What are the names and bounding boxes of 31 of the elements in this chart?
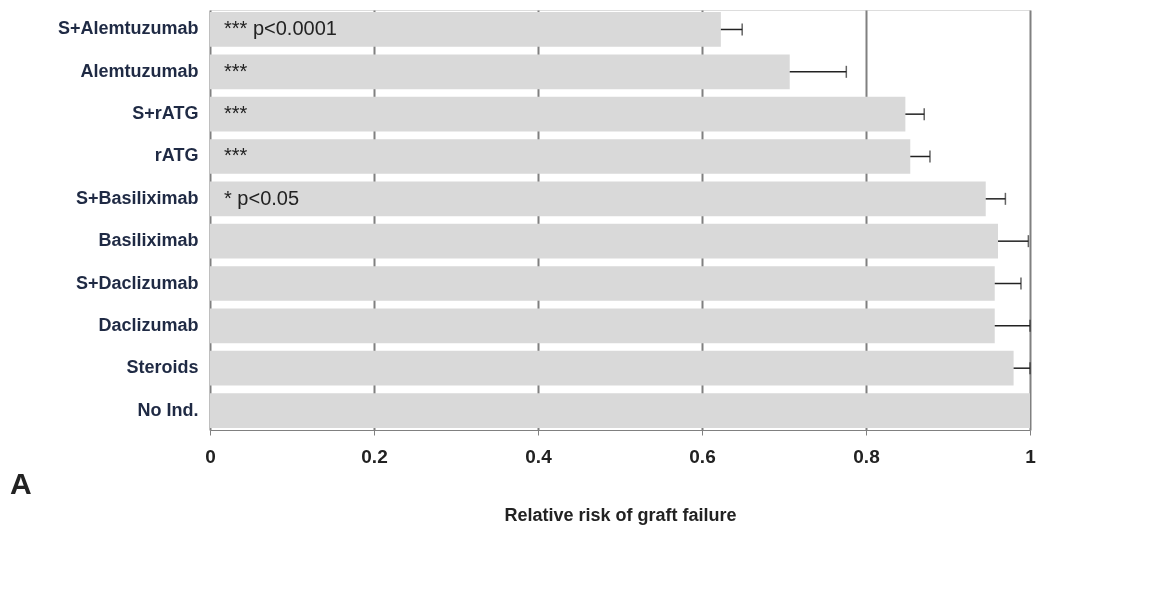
y-tick-label: No Ind.: [137, 399, 199, 420]
x-tick-label: 0.2: [361, 445, 388, 467]
x-tick-label: 0.4: [525, 445, 553, 467]
annotation: *** p<0.0001: [224, 17, 337, 40]
bar: [210, 96, 906, 132]
y-tick-label: Steroids: [126, 357, 199, 378]
annotation: ***: [224, 59, 248, 82]
y-tick-label: Basiliximab: [98, 230, 199, 251]
y-tick-label: S+Basiliximab: [75, 187, 199, 208]
bar: [210, 139, 911, 174]
y-tick-label: S+Alemtuzumab: [57, 18, 199, 39]
x-tick-label: 0.6: [689, 445, 716, 467]
y-tick-label: Daclizumab: [98, 314, 199, 335]
text: A: [10, 467, 32, 500]
bar: [210, 54, 790, 90]
y-tick-label: Alemtuzumab: [80, 60, 199, 81]
y-tick-label: S+rATG: [132, 103, 199, 124]
x-tick-label: 0.8: [853, 445, 880, 467]
bar: [210, 181, 986, 217]
annotation: * p<0.05: [224, 186, 300, 209]
x-tick-label: 0: [205, 445, 216, 467]
annotation: ***: [224, 144, 248, 167]
y-tick-label: S+Daclizumab: [75, 272, 199, 293]
bar: [210, 223, 999, 259]
bar: [210, 308, 995, 344]
x-tick-label: 1: [1025, 445, 1037, 467]
bar: [210, 266, 995, 301]
bar: [210, 350, 1014, 386]
x-axis-title: Relative risk of graft failure: [504, 504, 737, 525]
y-tick-label: rATG: [154, 145, 199, 166]
annotation: ***: [224, 102, 248, 125]
